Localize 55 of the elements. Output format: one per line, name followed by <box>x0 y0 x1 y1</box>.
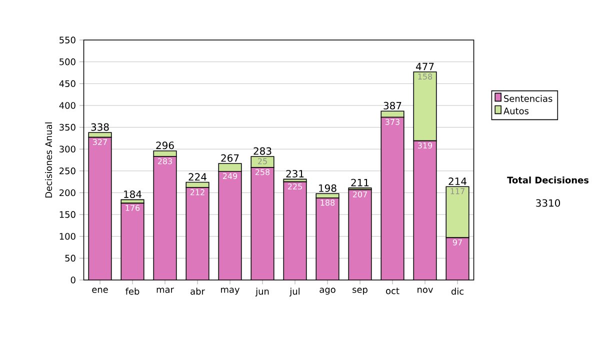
bar <box>316 198 339 280</box>
y-tick-label: 300 <box>60 146 76 152</box>
y-tick-label: 0 <box>70 276 76 284</box>
bar <box>250 156 274 168</box>
bar <box>121 203 144 280</box>
total-label: 267 <box>221 154 239 162</box>
total-label: 387 <box>384 102 402 110</box>
bar <box>446 237 470 280</box>
y-tick-label: 200 <box>60 189 76 196</box>
total-label: 231 <box>286 170 304 178</box>
y-tick-label: 100 <box>60 232 76 240</box>
x-tick-label: sep <box>352 288 368 295</box>
total-label: 184 <box>124 190 142 198</box>
text: 3310 <box>536 199 560 207</box>
y-tick-label: 450 <box>59 80 76 88</box>
x-tick-label: ene <box>92 288 108 293</box>
y-tick-label: 400 <box>59 102 76 109</box>
x-tick-label: dic <box>451 288 464 295</box>
bar <box>381 117 404 280</box>
bar <box>218 171 242 280</box>
legend-label: Autos <box>504 108 529 114</box>
total-label: 296 <box>156 142 174 150</box>
bar <box>186 187 209 280</box>
legend-label: Sentencias <box>504 95 552 102</box>
x-tick-label: feb <box>126 288 140 295</box>
text: Total Decisiones <box>507 176 589 184</box>
y-tick-label: 500 <box>60 58 76 66</box>
x-tick-label: jul <box>290 288 300 296</box>
y-tick-label: 250 <box>60 168 76 174</box>
x-tick-label: jun <box>255 288 269 296</box>
y-tick-label: 550 <box>60 36 76 44</box>
bar <box>251 167 274 280</box>
y-axis-title: Decisiones Anual <box>45 122 52 198</box>
total-label: 198 <box>319 184 336 192</box>
total-label: 283 <box>254 147 272 155</box>
bar <box>348 190 372 280</box>
total-label: 224 <box>188 173 206 181</box>
x-tick-label: mar <box>156 288 174 293</box>
x-tick-label: ago <box>320 288 336 295</box>
bar <box>154 156 176 280</box>
total-label: 477 <box>416 62 434 70</box>
y-tick-label: 350 <box>60 124 76 131</box>
bar <box>218 163 242 172</box>
bar <box>414 140 436 280</box>
x-tick-label: abr <box>190 288 205 295</box>
y-tick-label: 50 <box>65 254 76 262</box>
bar <box>88 137 112 280</box>
total-label: 338 <box>91 123 109 131</box>
total-label: 214 <box>448 178 466 185</box>
x-tick-label: nov <box>418 288 433 293</box>
x-tick-label: oct <box>386 288 400 294</box>
x-tick-label: may <box>221 288 240 295</box>
bar <box>284 182 306 280</box>
y-tick-label: 150 <box>60 211 76 218</box>
total-label: 211 <box>351 178 369 186</box>
